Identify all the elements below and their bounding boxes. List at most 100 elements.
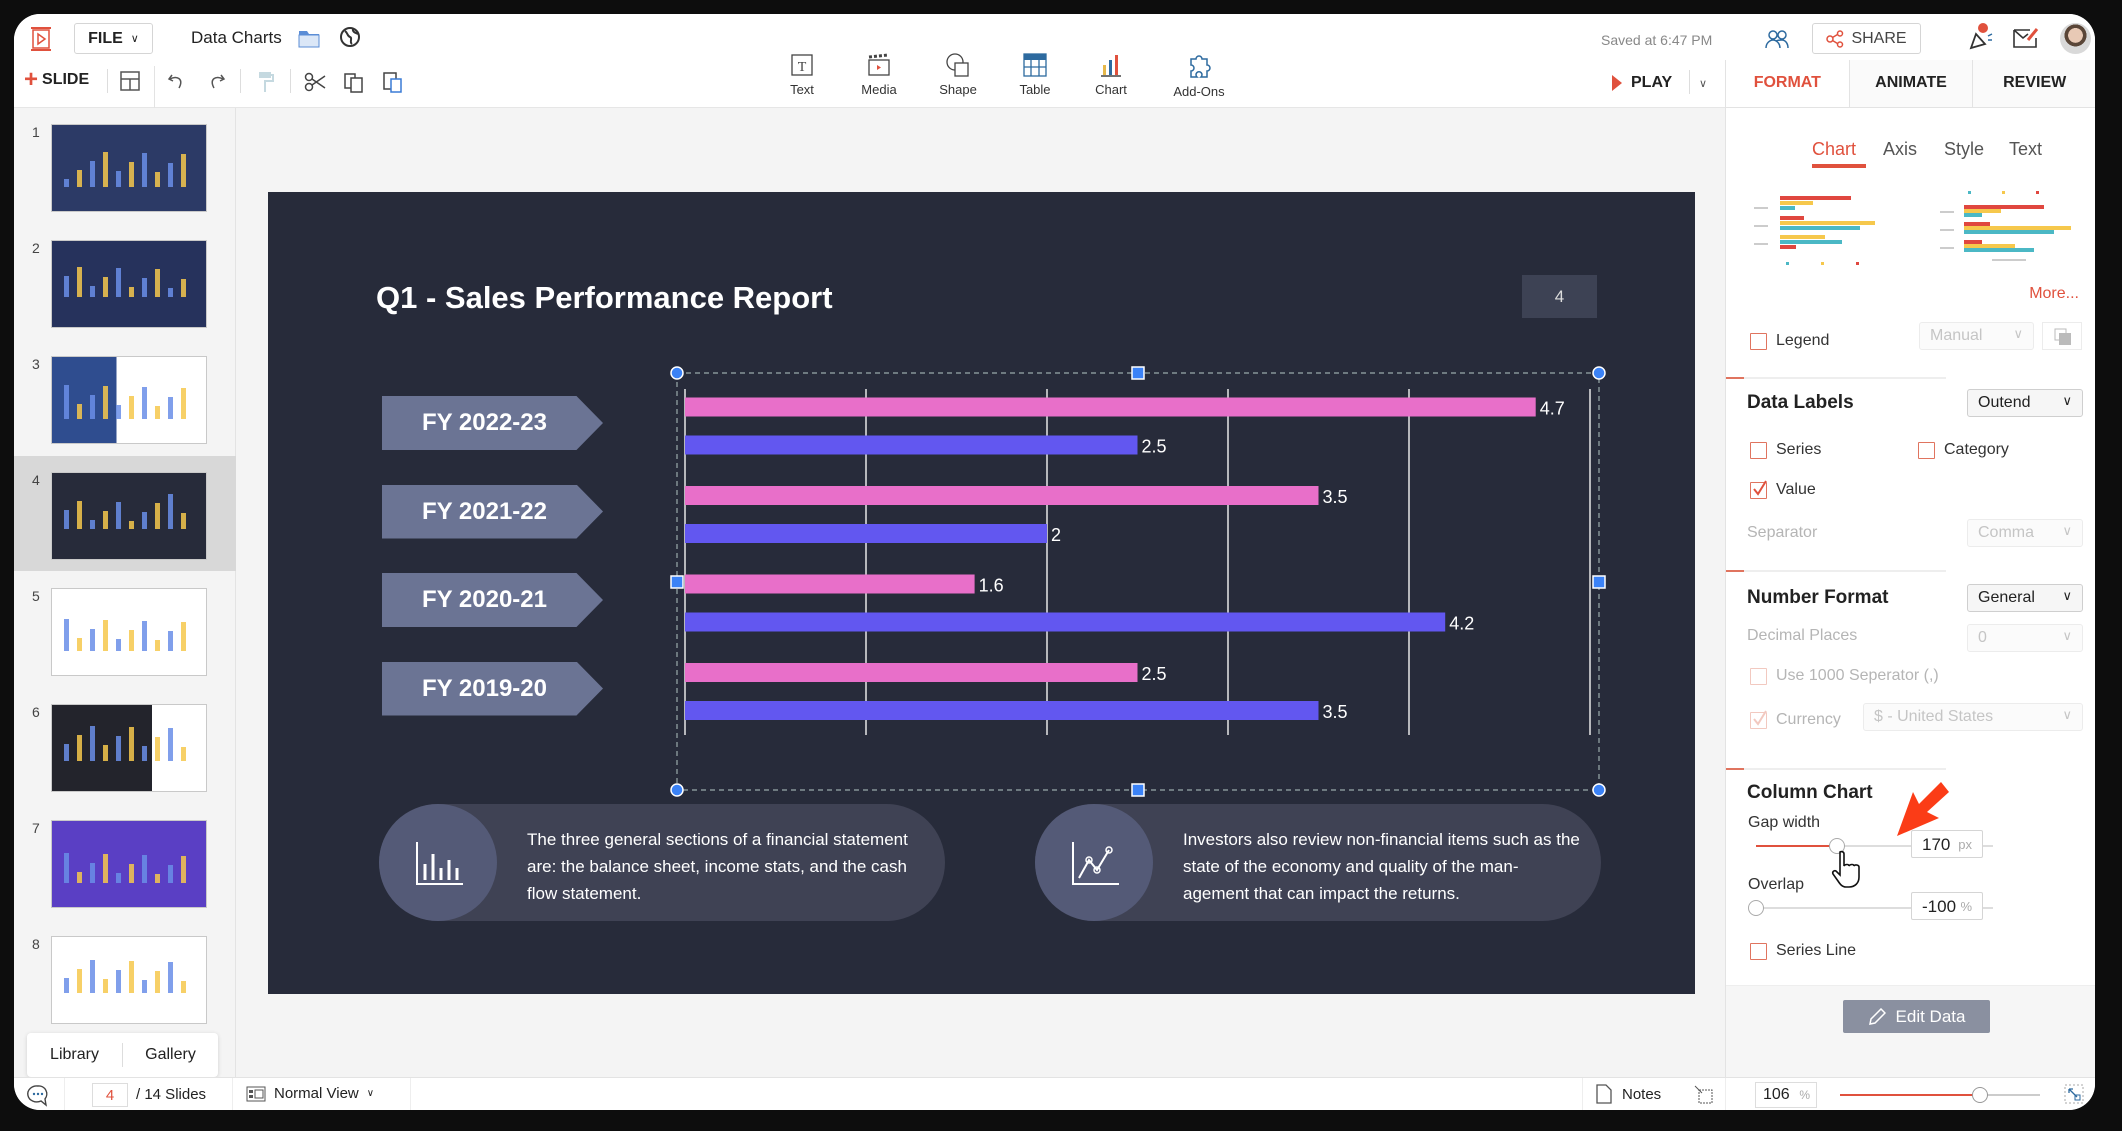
insert-chart-button[interactable]: Chart xyxy=(1076,52,1146,97)
collaborators-icon[interactable] xyxy=(1764,28,1790,50)
app-logo-icon[interactable] xyxy=(30,26,52,52)
bar-chart[interactable]: 4.7 2.5 3.5 2 1.6 4.2 2.5 3.5 xyxy=(268,192,1695,812)
info-card-financial-sections[interactable]: The three general sections of a financia… xyxy=(379,804,945,921)
paste-icon[interactable] xyxy=(383,71,403,93)
insert-table-button[interactable]: Table xyxy=(1000,52,1070,97)
globe-icon[interactable] xyxy=(339,26,361,48)
slide-thumbnail-3[interactable]: 3 xyxy=(14,340,236,455)
play-button[interactable]: PLAY xyxy=(1612,74,1672,92)
series-line-checkbox[interactable] xyxy=(1750,943,1767,960)
copy-icon[interactable] xyxy=(344,71,364,93)
slide-thumbnail-8[interactable]: 8 xyxy=(14,920,236,1035)
redo-icon[interactable] xyxy=(206,71,226,91)
insert-shape-button[interactable]: Shape xyxy=(923,52,993,97)
slider-thumb[interactable] xyxy=(1972,1087,1988,1103)
fit-to-window-icon[interactable] xyxy=(2064,1084,2084,1104)
subtab-chart[interactable]: Chart xyxy=(1812,139,1857,159)
bar-1[interactable] xyxy=(685,486,1319,505)
resize-handle[interactable] xyxy=(670,783,684,797)
gap-width-input[interactable]: 170 px xyxy=(1911,830,1983,858)
resize-handle[interactable] xyxy=(1592,366,1606,380)
insert-media-button[interactable]: Media xyxy=(844,52,914,97)
slider-thumb[interactable] xyxy=(1748,900,1764,916)
overlap-input[interactable]: -100% xyxy=(1911,892,1983,920)
number-format-dropdown[interactable]: General ∨ xyxy=(1967,584,2083,612)
slide-thumbnail-5[interactable]: 5 xyxy=(14,572,236,687)
subtab-axis[interactable]: Axis xyxy=(1883,139,1918,159)
resize-handle[interactable] xyxy=(1592,783,1606,797)
tool-label: Add-Ons xyxy=(1173,84,1225,99)
view-mode-dropdown[interactable]: Normal View ∨ xyxy=(246,1085,374,1102)
slider-thumb[interactable] xyxy=(1828,838,1845,854)
separator-dropdown[interactable]: Comma ∨ xyxy=(1967,519,2083,547)
gallery-button[interactable]: Gallery xyxy=(145,1046,196,1063)
bar-1[interactable] xyxy=(685,397,1536,417)
bar-2[interactable] xyxy=(685,524,1047,543)
document-title[interactable]: Data Charts xyxy=(191,28,282,47)
file-menu-button[interactable]: FILE ∨ xyxy=(74,23,153,54)
slide-thumbnail-1[interactable]: 1 xyxy=(14,108,236,223)
chart-style-preview-1[interactable] xyxy=(1746,190,1886,270)
legend-position-dropdown[interactable]: Manual ∨ xyxy=(1919,322,2034,350)
bar-1[interactable] xyxy=(685,663,1138,682)
dropdown-value: Manual xyxy=(1930,327,1983,344)
tab-animate[interactable]: ANIMATE xyxy=(1848,60,1973,107)
insert-addons-button[interactable]: Add-Ons xyxy=(1164,52,1234,99)
slide-thumbnail-6[interactable]: 6 xyxy=(14,688,236,803)
gap-width-slider[interactable] xyxy=(1756,838,1993,854)
slide-sorter-icon[interactable] xyxy=(1694,1085,1714,1105)
tab-format[interactable]: FORMAT xyxy=(1726,60,1849,107)
slide-preview xyxy=(51,704,207,792)
slide-title[interactable]: Q1 - Sales Performance Report xyxy=(376,280,833,315)
undo-icon[interactable] xyxy=(167,71,187,91)
layout-icon[interactable] xyxy=(120,71,140,91)
currency-dropdown[interactable]: $ - United States ∨ xyxy=(1863,703,2083,731)
format-painter-icon[interactable] xyxy=(257,71,275,93)
bar-2[interactable] xyxy=(685,701,1319,720)
slide-thumbnail-2[interactable]: 2 xyxy=(14,224,236,339)
slide-thumbnail-7[interactable]: 7 xyxy=(14,804,236,919)
overlap-slider[interactable] xyxy=(1748,900,1993,916)
folder-icon[interactable] xyxy=(298,28,320,48)
resize-handle[interactable] xyxy=(670,366,684,380)
info-card-non-financial-items[interactable]: Investors also review non-financial item… xyxy=(1035,804,1601,921)
bar-2[interactable] xyxy=(685,612,1446,632)
resize-handle[interactable] xyxy=(1592,575,1606,589)
bar-1[interactable] xyxy=(685,574,975,594)
resize-handle[interactable] xyxy=(1131,783,1145,797)
data-labels-position-dropdown[interactable]: Outend ∨ xyxy=(1967,389,2083,417)
thousand-separator-checkbox[interactable] xyxy=(1750,668,1767,685)
decimal-places-dropdown[interactable]: 0 ∨ xyxy=(1967,624,2083,652)
currency-checkbox[interactable] xyxy=(1750,710,1767,729)
tab-review[interactable]: REVIEW xyxy=(1972,60,2095,107)
resize-handle[interactable] xyxy=(1131,366,1145,380)
slide[interactable]: Q1 - Sales Performance Report 4 FY 2022-… xyxy=(268,192,1695,994)
insert-text-button[interactable]: T Text xyxy=(767,52,837,97)
chat-icon[interactable] xyxy=(26,1084,50,1108)
slide-thumbnail-4[interactable]: 4 xyxy=(14,456,236,571)
zoom-slider[interactable] xyxy=(1840,1087,2040,1103)
bar-2[interactable] xyxy=(685,435,1138,455)
more-chart-types-link[interactable]: More... xyxy=(2029,285,2079,302)
library-button[interactable]: Library xyxy=(50,1046,99,1063)
legend-checkbox[interactable] xyxy=(1750,333,1767,350)
add-slide-button[interactable]: + SLIDE xyxy=(24,68,89,92)
feedback-mail-icon[interactable] xyxy=(2012,26,2040,50)
series-checkbox[interactable] xyxy=(1750,442,1767,459)
subtab-style[interactable]: Style xyxy=(1944,139,1985,159)
subtab-text[interactable]: Text xyxy=(2009,139,2043,159)
zoom-input[interactable]: 106% xyxy=(1755,1082,1817,1108)
share-button[interactable]: SHARE xyxy=(1812,23,1921,54)
play-options-chevron-icon[interactable]: ∨ xyxy=(1699,78,1708,90)
value-checkbox[interactable] xyxy=(1750,480,1767,499)
resize-handle[interactable] xyxy=(670,575,684,589)
legend-copy-button[interactable] xyxy=(2042,322,2082,350)
current-slide-input[interactable]: 4 xyxy=(92,1083,128,1107)
cut-icon[interactable] xyxy=(304,71,326,93)
chart-style-preview-2[interactable] xyxy=(1936,190,2086,270)
category-checkbox[interactable] xyxy=(1918,442,1935,459)
edit-data-button[interactable]: Edit Data xyxy=(1843,1000,1990,1033)
notes-button[interactable]: Notes xyxy=(1596,1084,1661,1104)
announcements-icon[interactable] xyxy=(1966,22,1994,52)
user-avatar[interactable] xyxy=(2060,23,2091,54)
